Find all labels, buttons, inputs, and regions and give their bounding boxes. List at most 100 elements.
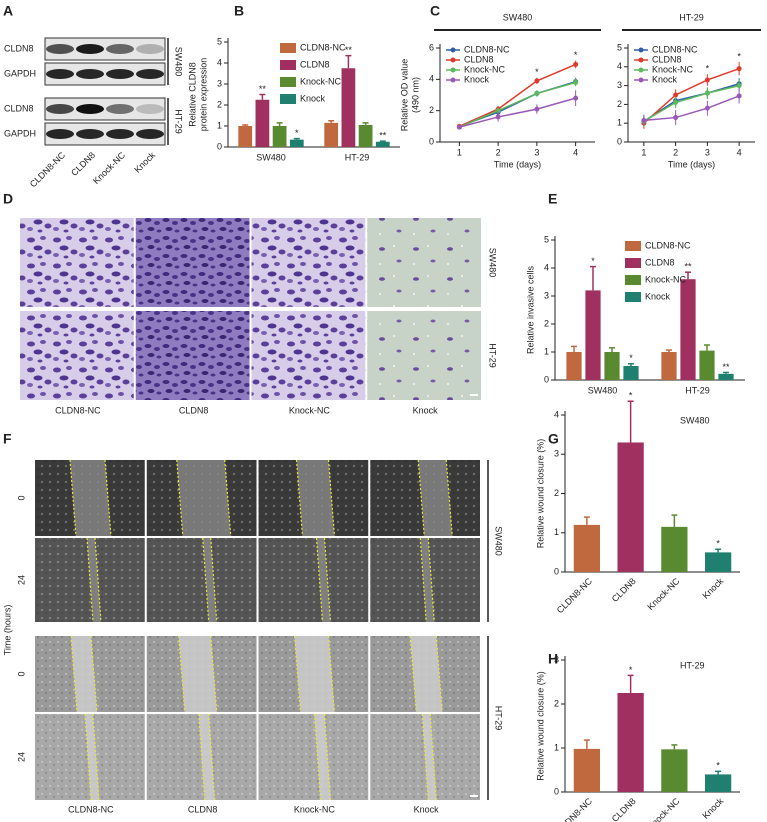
bar: [566, 352, 582, 380]
wound-gap: [420, 538, 435, 622]
y-tick-label: 3: [217, 78, 222, 88]
wound-gap: [176, 460, 231, 536]
micrograph: [367, 218, 481, 307]
legend-label: CLDN8: [300, 59, 330, 69]
y-tick-label: 2: [617, 99, 622, 109]
wound-edge: [90, 635, 98, 713]
x-axis-label: Time (days): [668, 159, 715, 169]
legend-marker: [450, 77, 456, 83]
lane-label: CLDN8: [69, 150, 97, 178]
micrograph: [135, 311, 250, 400]
point: [534, 106, 540, 112]
wound-edge: [178, 635, 186, 713]
y-tick-label: 1: [617, 118, 622, 128]
point: [573, 95, 579, 101]
blot-band: [76, 129, 104, 139]
blot-strip: [44, 37, 166, 61]
x-tick-label: CLDN8: [610, 796, 638, 822]
blot-band: [106, 129, 134, 139]
y-tick-label: 2: [554, 488, 559, 498]
line: [643, 67, 740, 124]
legend-swatch: [625, 241, 641, 251]
y-tick-label: 3: [544, 290, 549, 300]
bar: [573, 748, 600, 792]
x-tick-label: Knock: [700, 576, 725, 601]
y-tick-label: 0: [544, 374, 549, 384]
wound-gap: [410, 636, 443, 712]
bar: [661, 352, 677, 380]
wound-edge: [295, 459, 304, 537]
scale-bar: [470, 394, 478, 396]
y-tick-label: 1: [217, 120, 222, 130]
scale-bar: [470, 795, 478, 797]
y-tick-label: 1: [544, 346, 549, 356]
bar: [718, 373, 734, 380]
legend-marker: [638, 77, 644, 83]
legend-label: CLDN8: [652, 54, 682, 64]
significance: *: [629, 665, 633, 675]
cell-line-label: HT-29: [488, 343, 498, 368]
column-label: CLDN8-NC: [68, 804, 114, 814]
wound-texture: [258, 714, 369, 800]
wound-edge: [435, 635, 443, 713]
significance: *: [716, 539, 720, 549]
time-label: 24: [16, 575, 26, 585]
y-axis-label: Relative wound closure (%): [535, 671, 545, 781]
blot-strip: [44, 97, 166, 121]
time-label: 0: [16, 495, 26, 500]
wound-gap: [178, 636, 217, 712]
wound-edge: [417, 459, 425, 537]
y-tick-label: 4: [217, 57, 222, 67]
wound-edge: [69, 459, 77, 537]
point: [704, 77, 710, 83]
panel-letter: E: [548, 191, 557, 207]
cell-line-label: HT-29: [494, 706, 504, 731]
x-axis-label: Time (days): [494, 159, 541, 169]
blot-strip: [44, 122, 166, 146]
y-tick-label: 4: [429, 74, 434, 84]
x-tick-label: 1: [641, 147, 646, 157]
y-axis-label: Relative CLDN8: [187, 62, 197, 127]
bar: [324, 122, 339, 147]
blot-band: [76, 44, 104, 54]
significance: **: [379, 130, 387, 140]
y-tick-label: 4: [544, 262, 549, 272]
legend-swatch: [625, 292, 641, 302]
panel-letter: C: [430, 3, 440, 19]
blot-row-label: GAPDH: [4, 68, 36, 78]
bar: [604, 352, 620, 380]
wound-edge: [176, 459, 184, 537]
x-tick-label: 3: [705, 147, 710, 157]
column-label: CLDN8-NC: [55, 405, 101, 415]
point: [704, 90, 710, 96]
legend-label: Knock-NC: [652, 64, 694, 74]
y-tick-label: 0: [617, 136, 622, 146]
bar: [680, 279, 696, 380]
legend-label: Knock-NC: [464, 64, 506, 74]
cell-line-label: HT-29: [174, 109, 184, 134]
y-tick-label: 6: [429, 42, 434, 52]
line: [643, 83, 740, 122]
column-label: CLDN8: [188, 804, 218, 814]
wound-gap: [294, 636, 335, 712]
micrograph: [251, 311, 366, 400]
significance: *: [574, 50, 578, 60]
blot-band: [106, 69, 134, 79]
wound-gap: [198, 714, 215, 800]
legend-label: Knock: [645, 291, 671, 301]
point: [673, 100, 679, 106]
legend-label: CLDN8-NC: [300, 42, 346, 52]
legend-label: Knock: [300, 93, 326, 103]
significance: *: [706, 64, 710, 74]
panel-letter: A: [3, 3, 13, 19]
cell-line-label: SW480: [174, 47, 184, 77]
wound-edge: [210, 635, 218, 713]
line: [459, 63, 576, 128]
y-tick-label: 2: [544, 318, 549, 328]
wound-texture: [258, 538, 369, 622]
point: [641, 117, 647, 123]
point: [573, 61, 579, 67]
point: [736, 93, 742, 99]
column-label: CLDN8: [179, 405, 209, 415]
blot-band: [46, 129, 74, 139]
